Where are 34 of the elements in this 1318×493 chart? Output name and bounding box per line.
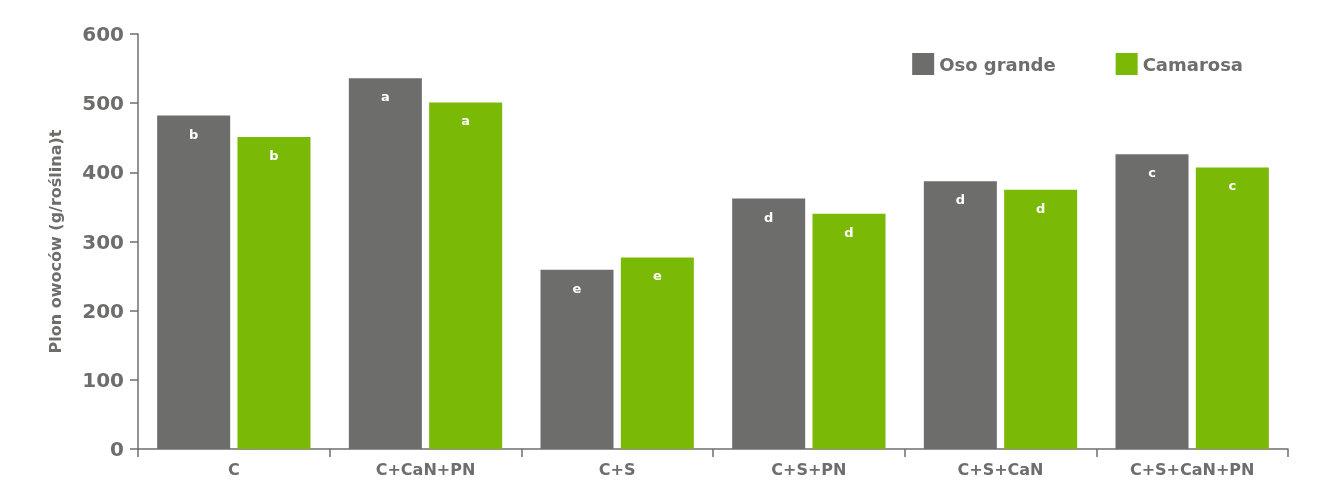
bar (429, 102, 503, 449)
data-label: d (764, 209, 774, 225)
y-tick-label: 600 (82, 22, 124, 46)
data-label: b (269, 148, 279, 164)
x-tick-label: C (227, 459, 240, 479)
bar (812, 213, 886, 449)
y-tick-label: 0 (110, 437, 124, 461)
data-label: c (1228, 178, 1237, 194)
y-tick-label: 100 (82, 367, 124, 392)
x-tick-label: C+CaN+PN (375, 459, 476, 479)
y-tick-label: 500 (82, 91, 124, 116)
x-tick-label: C+S+PN (771, 459, 847, 479)
data-label: d (955, 192, 965, 208)
data-label: b (189, 126, 199, 142)
x-tick-label: C+S+CaN+PN (1129, 459, 1255, 479)
legend-label: Oso grande (939, 53, 1056, 75)
legend-label: Camarosa (1142, 53, 1244, 75)
y-tick-label: 400 (82, 160, 124, 185)
bar (1195, 167, 1269, 449)
data-label: a (461, 113, 471, 129)
data-label: e (652, 268, 662, 284)
y-axis-title: Plon owoców (g/roślina)t (45, 129, 65, 354)
x-tick-label: C+S+CaN (957, 459, 1044, 479)
bar (237, 137, 311, 449)
data-label: e (572, 280, 582, 296)
data-label: c (1148, 165, 1156, 181)
data-label: a (380, 89, 390, 105)
bar (620, 257, 694, 449)
bar (1004, 189, 1078, 449)
data-label: d (1036, 200, 1046, 216)
data-label: d (844, 224, 854, 240)
y-tick-label: 300 (82, 229, 124, 254)
y-tick-label: 200 (82, 298, 124, 323)
x-tick-label: C+S (598, 459, 636, 479)
